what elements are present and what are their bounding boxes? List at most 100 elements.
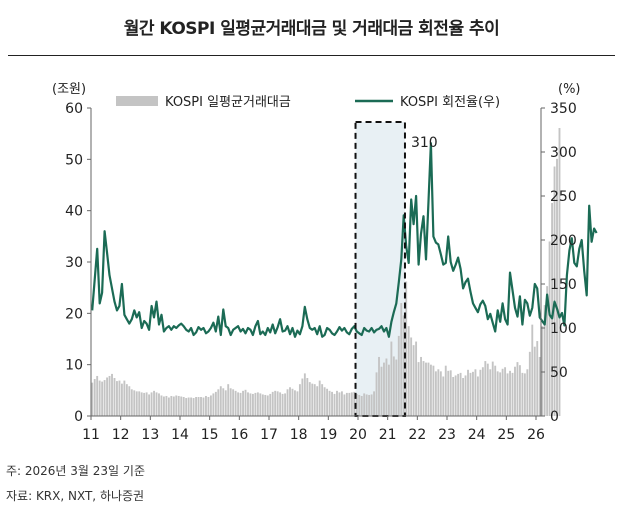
volume-bar (162, 396, 165, 416)
volume-bar (390, 341, 393, 416)
volume-bar (412, 345, 415, 416)
x-tick-label: 15 (201, 427, 219, 443)
volume-bar (182, 397, 185, 416)
highlight-area (355, 122, 405, 416)
volume-bar (234, 390, 237, 416)
volume-bar (476, 376, 479, 416)
volume-bar (528, 351, 531, 416)
volume-bar (472, 371, 474, 416)
volume-bar (167, 397, 170, 416)
right-tick-label: 150 (550, 277, 577, 293)
right-tick-label: 300 (550, 145, 577, 161)
volume-bar (368, 394, 371, 416)
volume-bar (494, 365, 497, 416)
volume-bar (192, 398, 195, 416)
left-tick-label: 20 (65, 306, 83, 322)
right-tick-label: 250 (550, 189, 577, 205)
volume-bar (479, 369, 482, 416)
x-tick-label: 18 (290, 427, 308, 443)
right-axis-unit: (%) (558, 82, 581, 97)
volume-bar (254, 392, 257, 416)
volume-bar (271, 391, 274, 416)
volume-bar (467, 369, 469, 416)
volume-bar (123, 380, 126, 416)
volume-bar (400, 303, 403, 416)
right-tick-label: 50 (550, 365, 568, 381)
volume-bar (350, 392, 353, 416)
volume-bar (392, 356, 395, 416)
legend-bar-label: KOSPI 일평균거래대금 (165, 95, 291, 110)
volume-bar (464, 375, 467, 416)
volume-bar (249, 393, 252, 416)
x-tick-label: 14 (171, 427, 189, 443)
volume-bar (227, 384, 230, 416)
left-tick-label: 60 (65, 101, 83, 117)
volume-bar (387, 364, 390, 416)
volume-bar (108, 375, 111, 416)
x-tick-label: 19 (319, 427, 337, 443)
peak-annotation: 310 (411, 135, 438, 151)
legend-bar-swatch (116, 96, 158, 106)
volume-bar (343, 394, 346, 416)
left-tick-label: 0 (74, 409, 83, 425)
volume-bar (111, 373, 113, 416)
volume-bar (321, 384, 324, 416)
left-tick-label: 10 (65, 358, 83, 374)
turnover-line (91, 142, 598, 338)
volume-bar (130, 389, 133, 416)
volume-bar (432, 365, 435, 416)
volume-bar (261, 394, 264, 416)
volume-bar (543, 305, 546, 416)
volume-bar (276, 391, 279, 416)
x-tick-label: 25 (497, 427, 515, 443)
volume-bar (153, 390, 155, 416)
volume-bar (116, 381, 118, 416)
volume-bar (259, 393, 262, 416)
volume-bar (303, 373, 306, 416)
volume-bar (501, 368, 504, 416)
volume-bar (219, 386, 222, 416)
volume-bar (551, 202, 554, 416)
volume-bar (313, 384, 316, 416)
volume-bar (358, 394, 361, 416)
volume-bar (284, 393, 287, 416)
volume-bar (103, 380, 106, 416)
volume-bar (256, 392, 259, 416)
volume-bar (301, 378, 304, 416)
volume-bar (360, 395, 363, 416)
volume-bar (348, 392, 351, 416)
volume-bar (546, 286, 549, 416)
volume-bar (237, 392, 240, 416)
volume-bar (323, 387, 326, 416)
volume-bar (548, 241, 551, 416)
left-tick-label: 50 (65, 152, 83, 168)
volume-bar (274, 390, 277, 416)
right-tick-label: 350 (550, 101, 577, 117)
volume-bar (286, 389, 289, 416)
volume-bar (444, 365, 447, 416)
volume-bar (185, 398, 188, 416)
volume-bar (462, 378, 465, 416)
volume-bar (209, 395, 212, 416)
volume-bar (420, 356, 422, 416)
volume-bar (195, 397, 198, 416)
volume-bar (239, 392, 242, 416)
volume-bar (370, 394, 373, 416)
volume-bar (415, 341, 418, 416)
right-tick-label: 200 (550, 233, 577, 249)
base-date-note: 주: 2026년 3월 23일 기준 (6, 464, 145, 478)
highlight-box (354, 121, 406, 417)
volume-bar (425, 362, 427, 416)
volume-bar (251, 393, 254, 416)
volume-bar (533, 346, 536, 416)
volume-bar (177, 395, 180, 416)
volume-bar (526, 369, 529, 416)
volume-bar (281, 393, 284, 416)
volume-bar (336, 390, 338, 416)
volume-bar (511, 372, 514, 416)
x-tick-label: 21 (379, 427, 397, 443)
volume-bar (172, 396, 175, 416)
volume-bar (98, 380, 101, 416)
volume-bar (437, 369, 440, 416)
volume-bar (363, 393, 366, 416)
